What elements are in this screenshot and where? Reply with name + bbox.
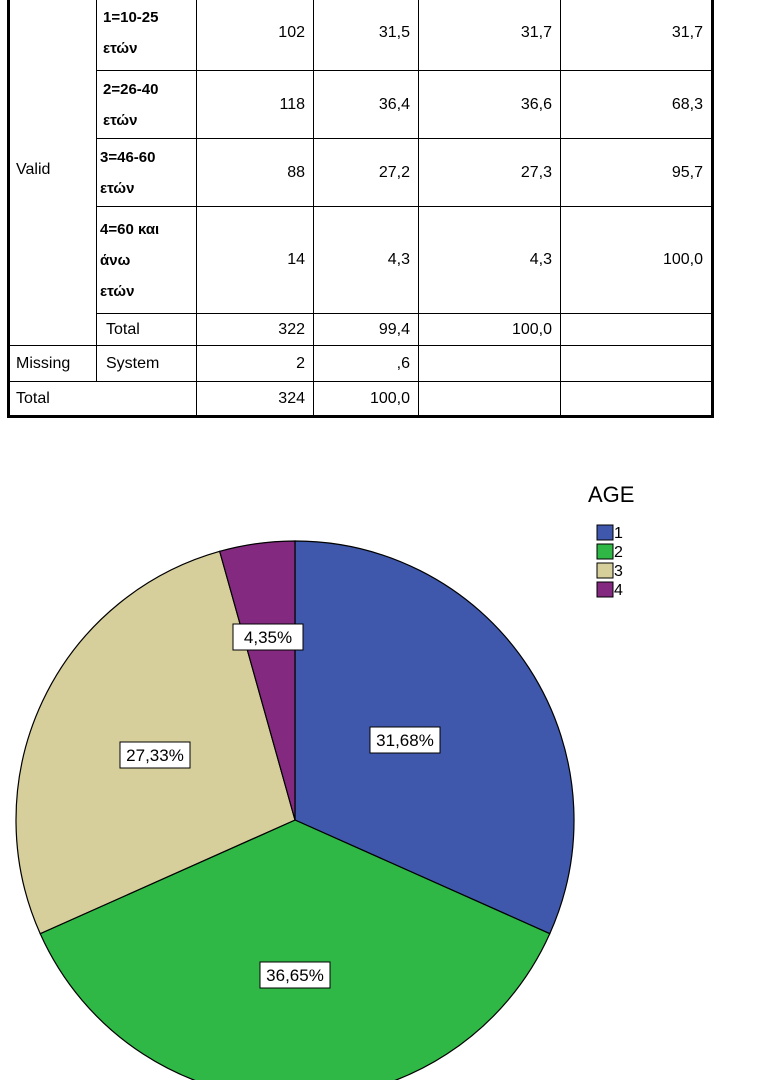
valid-percent-cell: 4,3 (418, 206, 561, 314)
percent-cell: 27,2 (313, 138, 419, 207)
legend-title: AGE (588, 482, 634, 507)
valid-percent-cell: 36,6 (418, 70, 561, 139)
category-cell: 3=46-60 ετών (96, 138, 197, 207)
frequency-table: Valid 1=10-25 ετών 102 31,5 31,7 31,7 2=… (7, 0, 714, 418)
pie-data-label-box (232, 623, 304, 651)
category-cell: System (96, 345, 197, 382)
cumulative-percent-cell: 31,7 (560, 0, 713, 71)
valid-percent-cell: 27,3 (418, 138, 561, 207)
legend: AGE 1 2 3 4 (588, 482, 634, 599)
group-cell: Total (8, 381, 197, 417)
table-row: 3=46-60 ετών 88 27,2 27,3 95,7 (9, 138, 713, 207)
category-cell: 4=60 και άνω ετών (96, 206, 197, 314)
pie-data-label-box (119, 741, 191, 769)
pie-chart: 31,68% 36,65% 27,33% 4,35% AGE 1 2 3 4 (15, 482, 634, 1080)
table-row: Missing System 2 ,6 (8, 345, 713, 382)
legend-swatch-1 (596, 524, 614, 541)
frequency-cell: 14 (196, 206, 314, 314)
pie-data-label-1: 31,68% (369, 726, 441, 754)
pie-data-label-4: 4,35% (232, 623, 304, 651)
pie-data-label-2: 36,65% (259, 961, 331, 989)
valid-percent-cell: 100,0 (418, 313, 561, 346)
percent-cell: 36,4 (313, 70, 419, 139)
cumulative-percent-cell: 68,3 (560, 70, 713, 139)
legend-swatch-2 (596, 543, 614, 560)
pie-data-label-box (369, 726, 441, 754)
cumulative-percent-cell: 95,7 (560, 138, 713, 207)
cumulative-percent-cell (560, 345, 713, 382)
table-row: Total 322 99,4 100,0 (9, 313, 713, 346)
percent-cell: 100,0 (313, 381, 419, 417)
table-row: Total 324 100,0 (8, 381, 713, 417)
valid-percent-cell (418, 345, 561, 382)
group-cell: Missing (8, 345, 97, 382)
table-row: 4=60 και άνω ετών 14 4,3 4,3 100,0 (9, 206, 713, 314)
frequency-cell: 322 (196, 313, 314, 346)
frequency-cell: 118 (196, 70, 314, 139)
category-cell: 1=10-25 ετών (96, 0, 197, 71)
legend-swatch-4 (596, 581, 614, 598)
pie-data-label-text: 31,68% (376, 731, 434, 750)
pie-slice-4 (218, 540, 296, 821)
group-cell: Valid (8, 0, 97, 346)
legend-label-4: 4 (614, 582, 623, 599)
pie-data-label-3: 27,33% (119, 741, 191, 769)
pie-data-label-text: 27,33% (126, 746, 184, 765)
frequency-cell: 88 (196, 138, 314, 207)
category-cell: 2=26-40 ετών (96, 70, 197, 139)
category-cell: Total (96, 313, 197, 346)
legend-swatch-3 (596, 562, 614, 579)
percent-cell: 99,4 (313, 313, 419, 346)
legend-label-1: 1 (614, 525, 623, 542)
table-row: 2=26-40 ετών 118 36,4 36,6 68,3 (9, 70, 713, 139)
cumulative-percent-cell: 100,0 (560, 206, 713, 314)
pie-data-label-text: 36,65% (266, 966, 324, 985)
percent-cell: ,6 (313, 345, 419, 382)
percent-cell: 31,5 (313, 0, 419, 71)
legend-label-3: 3 (614, 563, 623, 580)
cumulative-percent-cell (560, 313, 713, 346)
frequency-cell: 2 (196, 345, 314, 382)
cumulative-percent-cell (560, 381, 713, 417)
table-row: Valid 1=10-25 ετών 102 31,5 31,7 31,7 (8, 0, 713, 346)
pie-slices (15, 540, 575, 1080)
valid-percent-cell: 31,7 (418, 0, 561, 71)
frequency-cell: 102 (196, 0, 314, 71)
pie-data-label-text: 4,35% (244, 628, 292, 647)
pie-data-label-box (259, 961, 331, 989)
pie-slice-2 (39, 819, 551, 1080)
legend-label-2: 2 (614, 544, 623, 561)
percent-cell: 4,3 (313, 206, 419, 314)
pie-data-labels: 31,68% 36,65% 27,33% 4,35% (119, 623, 441, 989)
frequency-cell: 324 (196, 381, 314, 417)
valid-percent-cell (418, 381, 561, 417)
